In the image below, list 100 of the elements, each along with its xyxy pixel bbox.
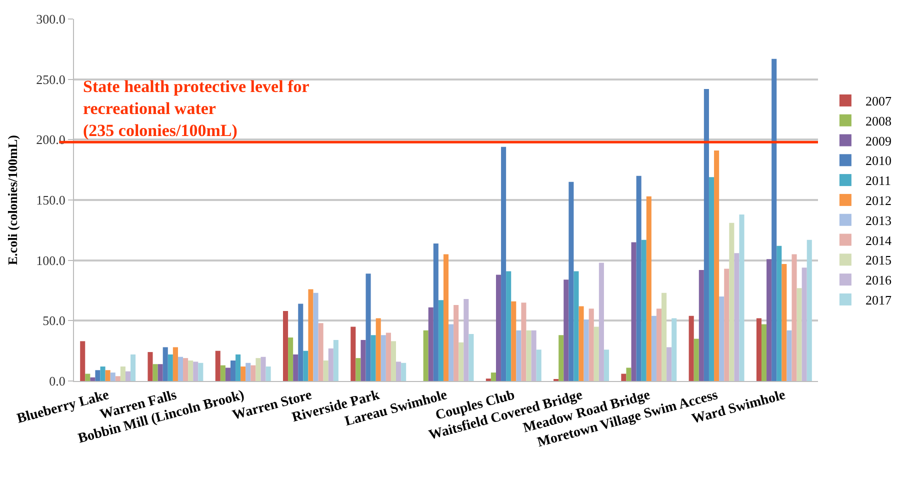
- bar: [386, 332, 391, 381]
- bar: [739, 214, 744, 381]
- bar: [423, 330, 428, 381]
- bar: [178, 356, 184, 381]
- bar: [531, 330, 536, 381]
- bar: [100, 366, 106, 381]
- bar: [266, 366, 271, 381]
- bar: [734, 253, 740, 381]
- bar: [370, 335, 376, 381]
- legend-label: 2008: [865, 113, 892, 128]
- bar: [236, 354, 241, 381]
- bar: [438, 300, 444, 381]
- bar: [621, 374, 626, 381]
- bar: [626, 368, 632, 381]
- bar: [578, 306, 584, 381]
- y-tick-label: 250.0: [36, 72, 66, 87]
- y-tick-label: 50.0: [42, 313, 66, 328]
- bar: [568, 182, 574, 381]
- bar: [298, 304, 304, 381]
- bar: [656, 308, 662, 381]
- bar: [313, 292, 318, 381]
- bar: [443, 254, 449, 381]
- bar: [506, 271, 512, 381]
- bar: [666, 347, 672, 381]
- bar: [448, 324, 454, 381]
- bar: [598, 262, 604, 381]
- bar: [526, 330, 532, 381]
- bar: [776, 246, 782, 381]
- bar: [380, 335, 386, 381]
- legend-label: 2014: [865, 232, 892, 248]
- y-tick-label: 150.0: [36, 192, 66, 208]
- bar: [688, 316, 694, 381]
- bar: [366, 274, 371, 381]
- bar: [172, 347, 178, 381]
- legend-label: 2010: [865, 153, 892, 168]
- bar: [303, 350, 308, 381]
- bar: [786, 330, 792, 381]
- bar: [646, 196, 652, 381]
- bar: [95, 370, 100, 381]
- y-tick-label: 100.0: [36, 252, 66, 268]
- legend-label: 2007: [865, 94, 892, 109]
- bar: [225, 368, 230, 381]
- bar: [766, 259, 772, 381]
- legend-label: 2017: [865, 292, 892, 308]
- bar: [428, 307, 434, 381]
- bar: [260, 356, 266, 381]
- bar: [511, 301, 516, 381]
- bar: [183, 358, 188, 381]
- bar: [433, 243, 438, 381]
- bar: [454, 304, 459, 381]
- y-tick-label: 0.0: [49, 374, 66, 389]
- bar: [662, 292, 667, 381]
- bar: [80, 341, 86, 381]
- bar: [458, 342, 464, 381]
- bar: [604, 350, 609, 381]
- bar: [401, 362, 406, 381]
- bar: [584, 319, 589, 381]
- bar: [120, 366, 126, 381]
- bar: [782, 264, 787, 381]
- bar: [350, 326, 356, 381]
- bar: [288, 338, 294, 381]
- bar: [240, 366, 246, 381]
- bar: [806, 240, 812, 381]
- bar: [516, 330, 522, 381]
- bar: [719, 296, 724, 381]
- legend-label: 2012: [865, 193, 892, 208]
- legend-label: 2013: [865, 212, 892, 228]
- bar: [558, 335, 564, 381]
- bar: [802, 268, 807, 381]
- y-axis-title: E.coli (colonies/100mL): [5, 135, 20, 265]
- bar: [220, 365, 226, 381]
- bar: [796, 288, 802, 381]
- ref-line-label: State health protective level for recreational water (235 colonies/100mL): [83, 77, 310, 140]
- bar: [468, 334, 474, 381]
- bar: [564, 280, 569, 381]
- bar: [594, 326, 599, 381]
- bar: [256, 358, 261, 381]
- bar: [318, 323, 324, 381]
- bar: [215, 350, 220, 381]
- legend-label: 2016: [865, 272, 892, 288]
- bar: [246, 362, 251, 381]
- bar: [772, 58, 777, 381]
- bar: [90, 377, 96, 381]
- bar: [698, 270, 704, 381]
- bar: [168, 354, 173, 381]
- bar: [651, 316, 656, 381]
- bar: [714, 150, 720, 381]
- bar: [125, 371, 131, 381]
- bar: [323, 360, 328, 381]
- bar: [396, 362, 402, 381]
- bar: [188, 360, 194, 381]
- bar: [724, 268, 730, 381]
- bar: [105, 370, 110, 381]
- bar: [496, 274, 502, 381]
- bar: [115, 376, 120, 381]
- bar: [360, 340, 366, 381]
- bar: [694, 338, 699, 381]
- bar: [333, 340, 338, 381]
- bar: [761, 324, 767, 381]
- bar: [230, 360, 236, 381]
